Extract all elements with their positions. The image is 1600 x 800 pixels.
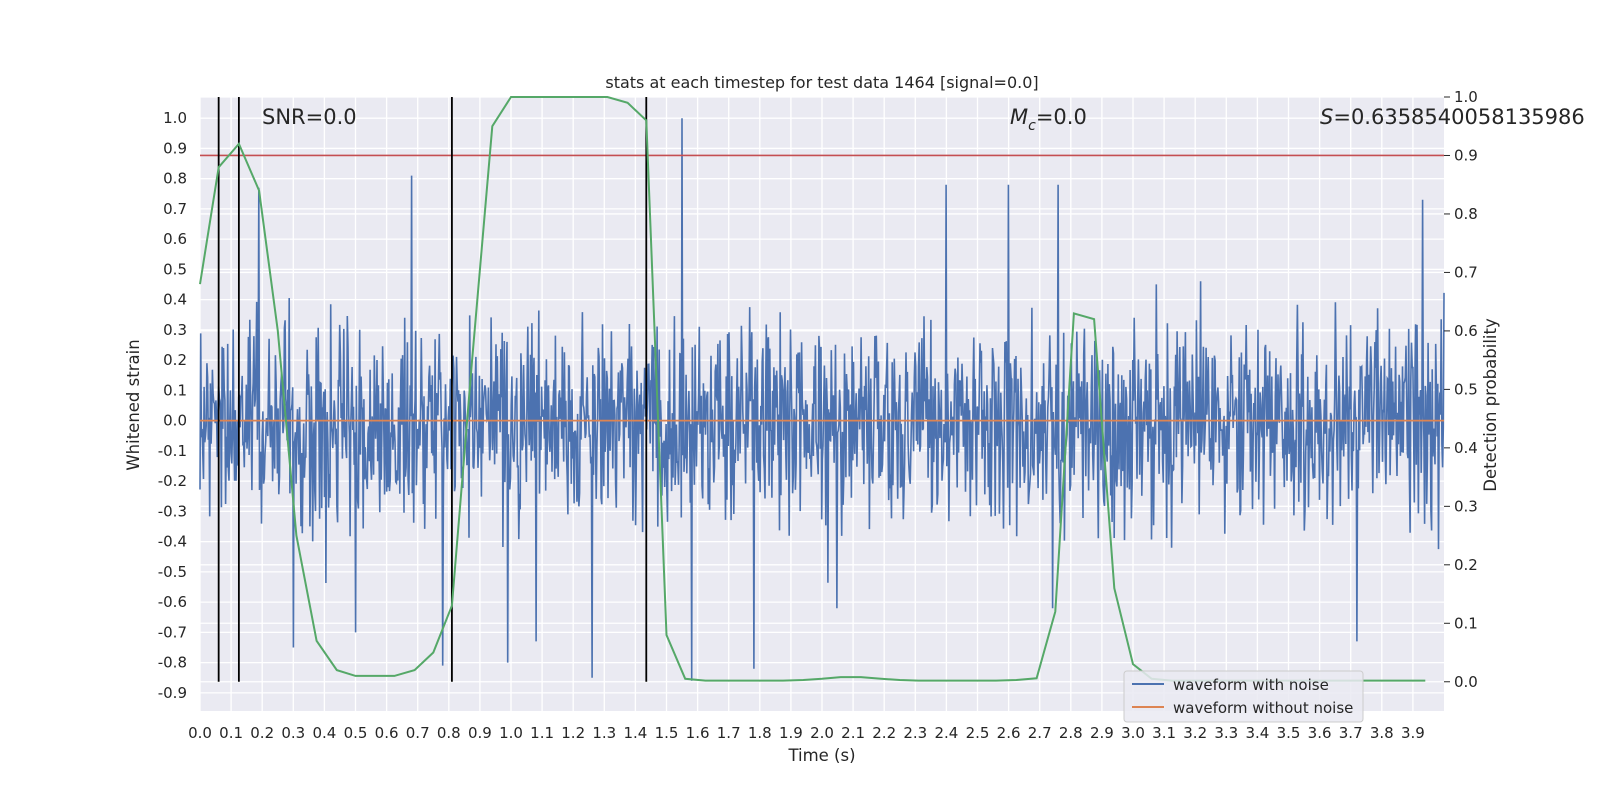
x-tick-label: 0.6 (375, 724, 399, 742)
right-y-tick-label: 0.9 (1454, 146, 1478, 164)
x-tick-label: 2.7 (1028, 724, 1052, 742)
x-tick-label: 3.8 (1370, 724, 1394, 742)
x-tick-label: 2.1 (841, 724, 865, 742)
legend-label-noise: waveform with noise (1173, 676, 1329, 694)
right-y-tick-label: 0.3 (1454, 497, 1478, 515)
x-tick-label: 2.2 (872, 724, 896, 742)
chart-title: stats at each timestep for test data 146… (605, 73, 1038, 92)
right-y-tick-label: 0.0 (1454, 673, 1478, 691)
x-tick-label: 0.9 (468, 724, 492, 742)
x-tick-label: 1.4 (623, 724, 647, 742)
y-tick-label: -0.7 (158, 623, 187, 641)
x-tick-label: 2.9 (1090, 724, 1114, 742)
x-tick-label: 1.5 (655, 724, 679, 742)
score-annotation: S=0.6358540058135986 (1320, 105, 1585, 129)
score-value: =0.6358540058135986 (1333, 105, 1584, 129)
y-tick-label: 1.0 (163, 109, 187, 127)
y-tick-label: -0.6 (158, 593, 187, 611)
x-tick-label: 2.3 (903, 724, 927, 742)
x-tick-label: 3.4 (1245, 724, 1269, 742)
y-axis-ticks: 1.0 0.9 0.8 0.7 0.6 0.5 0.4 0.3 0.2 0.1 0.0 -0.1 -0.… (158, 109, 187, 702)
snr-annotation: SNR=0.0 (262, 105, 357, 129)
y-tick-label: 0.2 (163, 351, 187, 369)
y-tick-label: -0.2 (158, 472, 187, 490)
x-tick-label: 2.5 (966, 724, 990, 742)
right-y-tick-label: 0.7 (1454, 263, 1478, 281)
chirp-mass-symbol: M (1010, 105, 1028, 129)
x-tick-label: 1.8 (748, 724, 772, 742)
y-tick-label: -0.4 (158, 533, 187, 551)
x-tick-label: 2.8 (1059, 724, 1083, 742)
x-tick-label: 3.0 (1121, 724, 1145, 742)
x-tick-label: 3.3 (1214, 724, 1238, 742)
x-tick-label: 0.5 (344, 724, 368, 742)
x-axis-ticks: 0.0 0.1 0.2 0.3 0.4 0.5 0.6 0.7 0.8 0.9 1.0 1.1 1.2 1… (188, 724, 1425, 742)
x-tick-label: 3.1 (1152, 724, 1176, 742)
x-tick-label: 1.7 (717, 724, 741, 742)
x-tick-label: 3.7 (1339, 724, 1363, 742)
x-tick-label: 0.2 (250, 724, 274, 742)
waveform-with-noise-path (199, 118, 1445, 681)
y-tick-label: 0.9 (163, 139, 187, 157)
x-tick-label: 0.7 (406, 724, 430, 742)
y-tick-label: 0.8 (163, 170, 187, 188)
y-tick-label: 0.1 (163, 381, 187, 399)
x-tick-label: 3.2 (1183, 724, 1207, 742)
x-tick-label: 0.1 (219, 724, 243, 742)
y-tick-label: 0.6 (163, 230, 187, 248)
legend-box (1123, 670, 1364, 723)
legend-label-clean: waveform without noise (1173, 699, 1353, 717)
y-tick-label: -0.9 (158, 684, 187, 702)
x-tick-label: 1.9 (779, 724, 803, 742)
right-y-tick-label: 0.1 (1454, 614, 1478, 632)
y-tick-label: 0.4 (163, 291, 187, 309)
x-tick-label: 0.0 (188, 724, 212, 742)
x-tick-label: 3.5 (1277, 724, 1301, 742)
y-tick-label: 0.0 (163, 412, 187, 430)
y-tick-label: -0.8 (158, 654, 187, 672)
right-y-tick-label: 1.0 (1454, 88, 1478, 106)
x-tick-label: 0.4 (312, 724, 336, 742)
right-y-axis-label: Detection probability (1481, 318, 1500, 492)
y-tick-label: 0.5 (163, 260, 187, 278)
legend: waveform with noise waveform without noi… (1123, 670, 1364, 723)
score-symbol: S (1320, 105, 1333, 129)
chirp-mass-annotation: Mc=0.0 (1010, 105, 1087, 134)
y-tick-label: 0.3 (163, 321, 187, 339)
chirp-mass-subscript: c (1028, 118, 1036, 134)
x-tick-label: 2.6 (997, 724, 1021, 742)
y-tick-label: -0.3 (158, 502, 187, 520)
right-y-tick-label: 0.8 (1454, 205, 1478, 223)
y-tick-label: -0.5 (158, 563, 187, 581)
y-tick-label: 0.7 (163, 200, 187, 218)
right-y-tick-label: 0.6 (1454, 322, 1478, 340)
x-tick-label: 1.2 (561, 724, 585, 742)
x-tick-label: 1.6 (686, 724, 710, 742)
right-y-tick-label: 0.4 (1454, 439, 1478, 457)
x-tick-label: 0.8 (437, 724, 461, 742)
x-tick-label: 2.0 (810, 724, 834, 742)
waveform-with-noise-line (199, 118, 1445, 681)
x-tick-label: 3.6 (1308, 724, 1332, 742)
right-y-tick-label: 0.2 (1454, 556, 1478, 574)
x-axis-label: Time (s) (787, 746, 855, 765)
x-tick-label: 0.3 (281, 724, 305, 742)
right-y-axis-ticks: 1.0 0.9 0.8 0.7 0.6 0.5 0.4 0.3 0.2 0.1 0.0 (1444, 88, 1478, 691)
vertical-markers (217, 97, 648, 682)
x-tick-label: 1.1 (530, 724, 554, 742)
x-tick-label: 1.3 (592, 724, 616, 742)
chirp-mass-value: =0.0 (1036, 105, 1087, 129)
right-y-tick-label: 0.5 (1454, 380, 1478, 398)
x-tick-label: 2.4 (934, 724, 958, 742)
x-tick-label: 1.0 (499, 724, 523, 742)
y-tick-label: -0.1 (158, 442, 187, 460)
x-tick-label: 3.9 (1401, 724, 1425, 742)
y-axis-label: Whitened strain (124, 339, 143, 470)
